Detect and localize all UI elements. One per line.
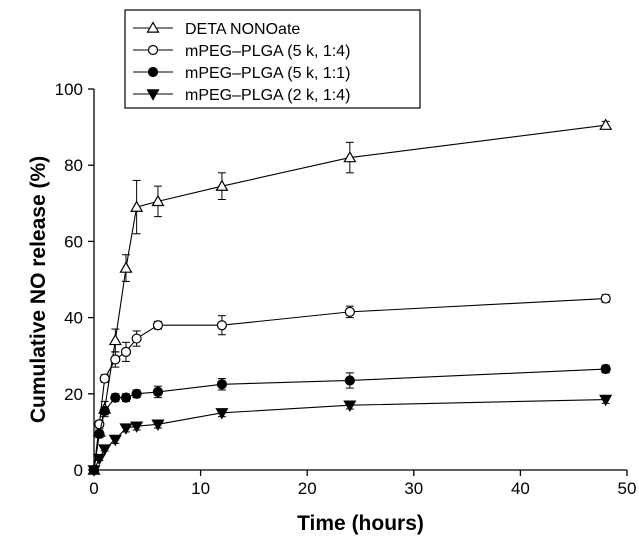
- data-point: [131, 333, 142, 344]
- data-point: [344, 306, 355, 317]
- data-point: [120, 346, 132, 357]
- series-3: [88, 363, 611, 476]
- data-point: [344, 375, 355, 386]
- data-point: [216, 379, 228, 390]
- data-point: [343, 400, 357, 412]
- series-line: [93, 398, 606, 471]
- x-tick-label: 30: [404, 479, 423, 498]
- y-tick-label: 80: [64, 156, 83, 175]
- data-point: [152, 386, 164, 397]
- legend-item: mPEG–PLGA (2 k, 1:4): [133, 87, 350, 104]
- legend-marker: [146, 21, 160, 33]
- axes: 0 10 20 30 40 50 0 20 40 60 80 100: [55, 80, 637, 498]
- series-line: [93, 298, 606, 471]
- data-point: [110, 392, 121, 403]
- x-axis-title: Time (hours): [297, 512, 424, 535]
- data-point: [92, 453, 106, 466]
- x-tick-label: 10: [191, 479, 210, 498]
- data-point: [343, 150, 357, 163]
- legend-box: [124, 9, 421, 109]
- y-tick-label: 40: [64, 309, 83, 328]
- y-axis-title: Cumulative NO release (%): [27, 156, 50, 423]
- legend-label: mPEG–PLGA (5 k, 1:4): [185, 43, 350, 60]
- data-point: [599, 394, 613, 407]
- y-tick-label: 0: [74, 461, 83, 480]
- series-line: [93, 368, 606, 471]
- x-tick-label: 50: [618, 479, 637, 498]
- legend-marker: [146, 89, 160, 101]
- data-point: [99, 405, 110, 417]
- x-tick-label: 0: [89, 479, 98, 498]
- legend-label: mPEG–PLGA (2 k, 1:4): [185, 87, 350, 104]
- series-1: [87, 118, 613, 475]
- data-point: [151, 419, 165, 431]
- x-tick-label: 20: [298, 479, 317, 498]
- data-point: [119, 261, 133, 273]
- data-point: [131, 388, 142, 399]
- legend-marker: [147, 66, 159, 78]
- data-point: [215, 408, 229, 420]
- data-point: [151, 194, 165, 207]
- data-point: [152, 320, 164, 331]
- legend-item: DETA NONOate: [133, 21, 300, 38]
- data-point: [130, 421, 144, 433]
- data-point: [99, 373, 110, 384]
- data-point: [119, 423, 133, 435]
- data-point: [215, 179, 229, 191]
- data-point: [108, 434, 122, 447]
- data-point: [130, 200, 144, 212]
- series-2: [88, 293, 611, 476]
- data-point: [108, 333, 122, 346]
- data-point: [120, 392, 132, 403]
- data-point: [87, 465, 101, 477]
- y-tick-label: 20: [64, 385, 83, 404]
- y-tick-label: 100: [55, 80, 83, 99]
- data-point: [216, 320, 228, 331]
- x-tick-label: 40: [511, 479, 530, 498]
- series-layer: [87, 118, 613, 477]
- data-point: [600, 293, 611, 304]
- legend-label: DETA NONOate: [185, 21, 300, 38]
- data-point: [98, 444, 112, 456]
- legend-marker: [147, 44, 159, 56]
- legend-item: mPEG–PLGA (5 k, 1:1): [133, 65, 350, 82]
- data-point: [599, 118, 613, 130]
- series-line: [93, 124, 606, 471]
- data-point: [600, 363, 611, 375]
- data-point: [110, 354, 121, 365]
- series-4: [87, 394, 613, 477]
- legend: DETA NONOate mPEG–PLGA (5 k, 1:4) mPEG–PLG…: [124, 9, 421, 109]
- y-tick-label: 60: [64, 232, 83, 251]
- legend-label: mPEG–PLGA (5 k, 1:1): [185, 65, 350, 82]
- data-point: [94, 428, 105, 439]
- legend-item: mPEG–PLGA (5 k, 1:4): [133, 43, 350, 60]
